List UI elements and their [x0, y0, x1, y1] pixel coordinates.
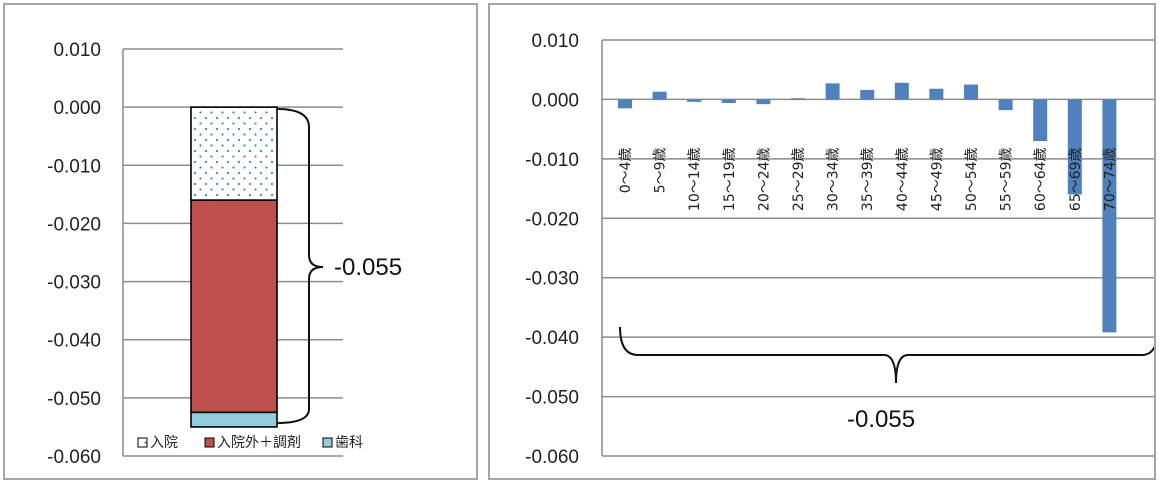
bar-8	[860, 89, 875, 100]
y-tick-label: -0.040	[47, 331, 101, 352]
age-bar-chart: 0.010 0.000 -0.010 -0.020 -0.030 -0.040 -0.050…	[525, 31, 1154, 468]
y-tick-label: 0.000	[531, 90, 579, 111]
bar-10	[929, 88, 944, 100]
bar-2	[652, 91, 667, 100]
total-brace	[276, 108, 324, 424]
bar-13	[1033, 99, 1048, 142]
x-tick-label: 0～4歳	[618, 147, 634, 193]
x-tick-label: 30～34歳	[826, 147, 842, 211]
x-tick-label: 25～29歳	[791, 147, 807, 211]
total-annotation: -0.055	[334, 254, 402, 281]
x-tick-label: 35～39歳	[860, 147, 876, 211]
y-tick-label: -0.030	[47, 273, 101, 294]
x-tick-label: 5～9歳	[653, 147, 669, 193]
legend-swatch	[137, 437, 148, 448]
x-tick-label: 55～59歳	[999, 147, 1015, 211]
stack-segment-2	[190, 199, 278, 414]
bar-11	[964, 84, 978, 100]
x-tick-label: 45～49歳	[929, 147, 945, 211]
total-annotation: -0.055	[847, 406, 915, 433]
y-tick-label: -0.050	[47, 389, 101, 410]
legend-swatch	[204, 437, 215, 448]
y-tick-label: -0.020	[47, 214, 101, 235]
x-tick-label: 65～69歳	[1068, 147, 1084, 211]
y-tick-label: 0.010	[53, 40, 101, 61]
legend-label: 歯科	[335, 435, 363, 451]
y-tick-label: -0.050	[525, 388, 579, 409]
legend-label: 入院	[150, 435, 178, 451]
age-bar-chart-panel: 0.010 0.000 -0.010 -0.020 -0.030 -0.040 -0.050…	[488, 3, 1156, 480]
bar-3	[687, 99, 702, 102]
x-tick-label: 10～14歳	[687, 147, 703, 211]
stack-segment-3	[190, 411, 278, 428]
bar-1	[618, 99, 632, 109]
bar-6	[791, 98, 805, 100]
y-tick-label: -0.060	[47, 447, 101, 468]
x-tick-label: 60～64歳	[1033, 147, 1049, 211]
y-tick-label: 0.010	[531, 31, 579, 52]
stacked-bar-chart: 0.010 0.000 -0.010 -0.020 -0.030 -0.040 -0.050…	[47, 40, 402, 468]
x-tick-label: 70～74歳	[1102, 147, 1118, 211]
y-tick-label: -0.040	[525, 328, 579, 349]
y-tick-label: -0.010	[47, 156, 101, 177]
bar-14	[1067, 99, 1082, 195]
x-tick-label: 50～54歳	[964, 147, 980, 211]
y-tick-label: -0.020	[525, 209, 579, 230]
bar-12	[998, 99, 1013, 111]
y-tick-label: -0.030	[525, 269, 579, 290]
bar-9	[894, 82, 909, 100]
x-tick-label: 40～44歳	[895, 147, 911, 211]
total-brace	[619, 326, 1154, 384]
bar-7	[825, 83, 840, 100]
stack-segment-1	[190, 106, 278, 201]
legend-swatch	[322, 437, 333, 448]
y-tick-label: 0.000	[53, 98, 101, 119]
y-tick-label: -0.060	[525, 447, 579, 468]
bar-5	[756, 99, 771, 105]
legend: 入院 入院外＋調剤 歯科	[137, 435, 363, 451]
legend-label: 入院外＋調剤	[217, 435, 301, 451]
stacked-bar-chart-panel: 0.010 0.000 -0.010 -0.020 -0.030 -0.040 -0.050…	[3, 3, 478, 480]
x-tick-label: 15～19歳	[722, 147, 738, 211]
x-tick-label: 20～24歳	[756, 147, 772, 211]
y-tick-label: -0.010	[525, 150, 579, 171]
bar-4	[721, 99, 736, 103]
bar-15	[1102, 99, 1117, 333]
